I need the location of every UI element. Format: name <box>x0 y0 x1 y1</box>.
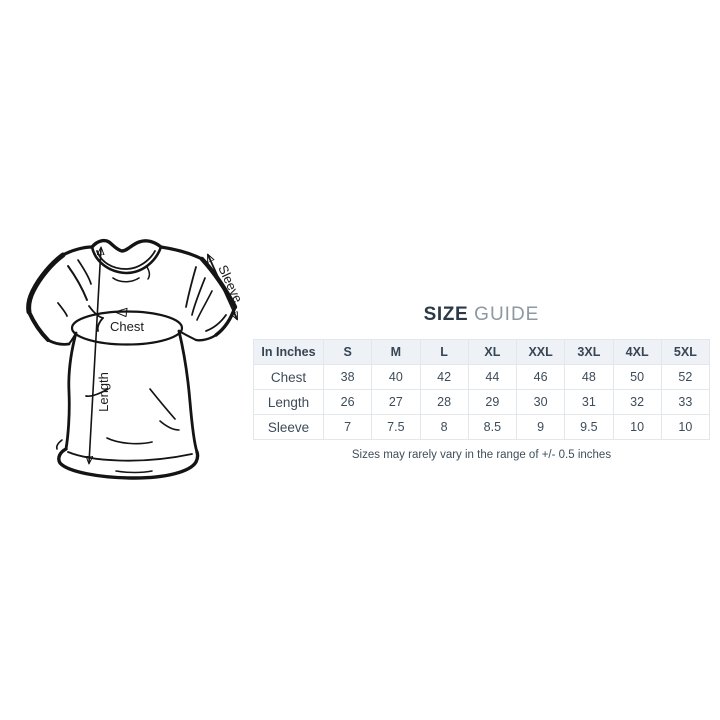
cell-chest-xl: 44 <box>467 364 518 390</box>
length-arrow <box>89 248 101 463</box>
cell-sleeve-xxl: 9 <box>515 414 566 440</box>
sleeve-arrow <box>208 255 237 319</box>
cell-sleeve-5xl: 10 <box>660 414 711 440</box>
table-row-sleeve: Sleeve 7 7.5 8 8.5 9 9.5 10 10 <box>253 414 711 440</box>
title-primary: SIZE <box>423 304 469 325</box>
title-secondary: GUIDE <box>474 304 540 325</box>
cell-length-xxl: 30 <box>515 389 566 415</box>
cell-chest-m: 40 <box>371 364 421 390</box>
cell-sleeve-3xl: 9.5 <box>564 414 614 440</box>
size-variance-note: Sizes may rarely vary in the range of +/… <box>351 449 612 461</box>
cell-chest-xxl: 46 <box>515 364 566 390</box>
header-cell-size-3xl: 3XL <box>564 339 614 365</box>
tshirt-measurement-diagram: Chest Length Sleeve <box>26 238 246 480</box>
chest-label: Chest <box>110 319 144 334</box>
row-label-sleeve: Sleeve <box>253 414 324 440</box>
cell-sleeve-l: 8 <box>419 414 469 440</box>
cell-chest-4xl: 50 <box>612 364 662 390</box>
cell-sleeve-s: 7 <box>322 414 373 440</box>
cell-sleeve-4xl: 10 <box>612 414 662 440</box>
size-guide-panel: SIZE GUIDE In Inches S M L XL XXL 3XL 4X… <box>253 303 711 461</box>
size-table-header-row: In Inches S M L XL XXL 3XL 4XL 5XL <box>253 339 711 365</box>
table-row-chest: Chest 38 40 42 44 46 48 50 52 <box>253 364 711 390</box>
header-cell-size-4xl: 4XL <box>612 339 662 365</box>
size-table: In Inches S M L XL XXL 3XL 4XL 5XL Chest… <box>253 339 711 440</box>
cell-sleeve-m: 7.5 <box>371 414 421 440</box>
cell-chest-3xl: 48 <box>564 364 614 390</box>
chest-arrowhead <box>114 307 128 318</box>
cell-length-xl: 29 <box>467 389 518 415</box>
length-label: Length <box>96 372 111 412</box>
cell-chest-l: 42 <box>419 364 469 390</box>
cell-length-m: 27 <box>371 389 421 415</box>
cell-length-5xl: 33 <box>660 389 711 415</box>
cell-chest-5xl: 52 <box>660 364 711 390</box>
header-cell-size-xxl: XXL <box>515 339 566 365</box>
size-guide-title: SIZE GUIDE <box>253 303 710 327</box>
row-label-length: Length <box>253 389 324 415</box>
tshirt-wrinkles <box>55 259 227 450</box>
measurement-annotations: Chest Length Sleeve <box>70 248 246 463</box>
cell-chest-s: 38 <box>322 364 373 390</box>
header-cell-size-5xl: 5XL <box>660 339 711 365</box>
header-cell-size-s: S <box>322 339 373 365</box>
header-cell-size-m: M <box>371 339 421 365</box>
cell-length-4xl: 32 <box>612 389 662 415</box>
header-cell-units: In Inches <box>253 339 324 365</box>
row-label-chest: Chest <box>253 364 324 390</box>
cell-length-3xl: 31 <box>564 389 614 415</box>
table-row-length: Length 26 27 28 29 30 31 32 33 <box>253 389 711 415</box>
header-cell-size-l: L <box>419 339 469 365</box>
cell-length-s: 26 <box>322 389 373 415</box>
cell-length-l: 28 <box>419 389 469 415</box>
header-cell-size-xl: XL <box>467 339 518 365</box>
cell-sleeve-xl: 8.5 <box>467 414 518 440</box>
